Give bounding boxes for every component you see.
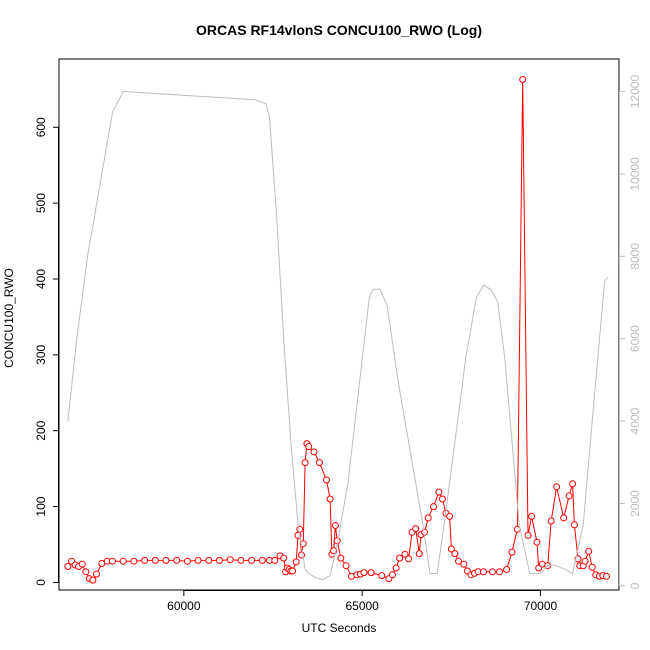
primary-data-point: [310, 448, 318, 456]
y-axis-label: CONCU100_RWO: [2, 268, 16, 368]
primary-data-point: [248, 556, 256, 564]
primary-data-point: [205, 556, 213, 564]
primary-data-point: [216, 556, 223, 564]
primary-data-point: [271, 556, 279, 564]
primary-data-point: [524, 531, 532, 539]
primary-data-point: [405, 555, 413, 563]
primary-data-point: [378, 572, 386, 580]
primary-data-point: [588, 563, 596, 571]
y2-tick-label: 8000: [628, 243, 642, 270]
primary-data-point: [109, 557, 116, 565]
primary-data-point: [528, 512, 536, 520]
primary-data-point: [82, 568, 90, 576]
primary-data-point: [585, 547, 593, 555]
primary-data-point: [570, 521, 578, 529]
y-tick-label: 300: [34, 345, 48, 365]
y-tick-label: 600: [34, 117, 48, 137]
y-tick-label: 200: [34, 420, 48, 440]
primary-data-point: [508, 548, 516, 556]
x-tick-label: 70000: [524, 599, 558, 613]
y2-tick-label: 4000: [628, 407, 642, 434]
primary-data-point: [412, 525, 420, 533]
axes: 60000 65000 700000100200300400500600020004…: [34, 75, 642, 613]
primary-data-point: [78, 560, 86, 568]
primary-data-point: [480, 568, 487, 576]
y2-tick-label: 6000: [628, 325, 642, 352]
primary-data-point: [367, 569, 375, 577]
primary-data-point: [430, 503, 437, 511]
primary-data-point: [64, 563, 72, 570]
primary-data-point: [392, 564, 400, 572]
primary-data-point: [162, 556, 170, 564]
primary-data-point: [547, 517, 555, 525]
primary-data-point: [438, 495, 446, 503]
primary-data-point: [496, 568, 503, 576]
primary-data-point: [455, 557, 462, 565]
primary-series-line: [67, 79, 607, 581]
primary-data-point: [569, 480, 577, 488]
primary-data-point: [401, 550, 409, 558]
primary-data-point: [342, 562, 350, 570]
primary-data-point: [89, 576, 97, 584]
primary-data-point: [581, 557, 589, 565]
primary-data-point: [415, 550, 423, 558]
x-tick-label: 65000: [345, 599, 379, 613]
primary-data-point: [296, 525, 304, 533]
primary-data-point: [280, 554, 288, 562]
primary-data-point: [305, 443, 313, 451]
primary-data-point: [130, 557, 138, 565]
primary-data-point: [424, 514, 432, 522]
primary-data-point: [258, 556, 266, 564]
primary-data-point: [292, 558, 300, 566]
primary-data-point: [289, 567, 297, 575]
primary-data-point: [603, 572, 610, 580]
primary-data-point: [446, 512, 454, 520]
primary-data-point: [173, 556, 181, 564]
primary-data-point: [226, 556, 234, 564]
primary-data-point: [301, 459, 309, 467]
primary-data-point: [331, 522, 339, 529]
y2-tick-label: 12000: [628, 75, 642, 109]
primary-data-point: [337, 554, 345, 562]
primary-data-point: [237, 556, 245, 564]
primary-data-point: [519, 76, 527, 83]
primary-data-point: [533, 538, 541, 546]
primary-data-point: [565, 492, 573, 500]
primary-data-point: [488, 568, 496, 576]
chart-title: ORCAS RF14vlonS CONCU100_RWO (Log): [196, 22, 482, 38]
primary-data-point: [451, 550, 459, 558]
primary-data-point: [141, 556, 149, 564]
primary-data-point: [460, 560, 468, 568]
primary-data-point: [360, 569, 368, 577]
primary-data-point: [553, 483, 561, 491]
primary-data-point: [323, 476, 330, 484]
y-tick-label: 0: [34, 579, 48, 586]
plot-area: [64, 76, 610, 584]
primary-data-point: [503, 566, 511, 573]
primary-data-point: [447, 545, 455, 553]
primary-data-point: [151, 556, 159, 564]
primary-data-point: [315, 459, 323, 467]
primary-data-point: [183, 557, 191, 565]
x-axis-label: UTC Seconds: [302, 621, 377, 635]
y-tick-label: 500: [34, 193, 48, 213]
primary-data-point: [435, 488, 443, 496]
y-tick-label: 400: [34, 269, 48, 289]
y2-tick-label: 0: [628, 582, 642, 589]
x-tick-label: 60000: [167, 599, 201, 613]
secondary-series-line: [67, 90, 609, 581]
primary-data-point: [389, 571, 396, 579]
primary-data-point: [194, 556, 202, 564]
primary-data-point: [396, 554, 404, 562]
primary-data-point: [560, 514, 568, 522]
y2-tick-label: 10000: [628, 157, 642, 191]
primary-data-point: [93, 570, 100, 578]
primary-data-point: [326, 495, 334, 503]
y2-tick-label: 2000: [628, 490, 642, 517]
plot-frame: [58, 58, 620, 591]
y-tick-label: 100: [34, 496, 48, 516]
primary-data-point: [119, 557, 127, 565]
